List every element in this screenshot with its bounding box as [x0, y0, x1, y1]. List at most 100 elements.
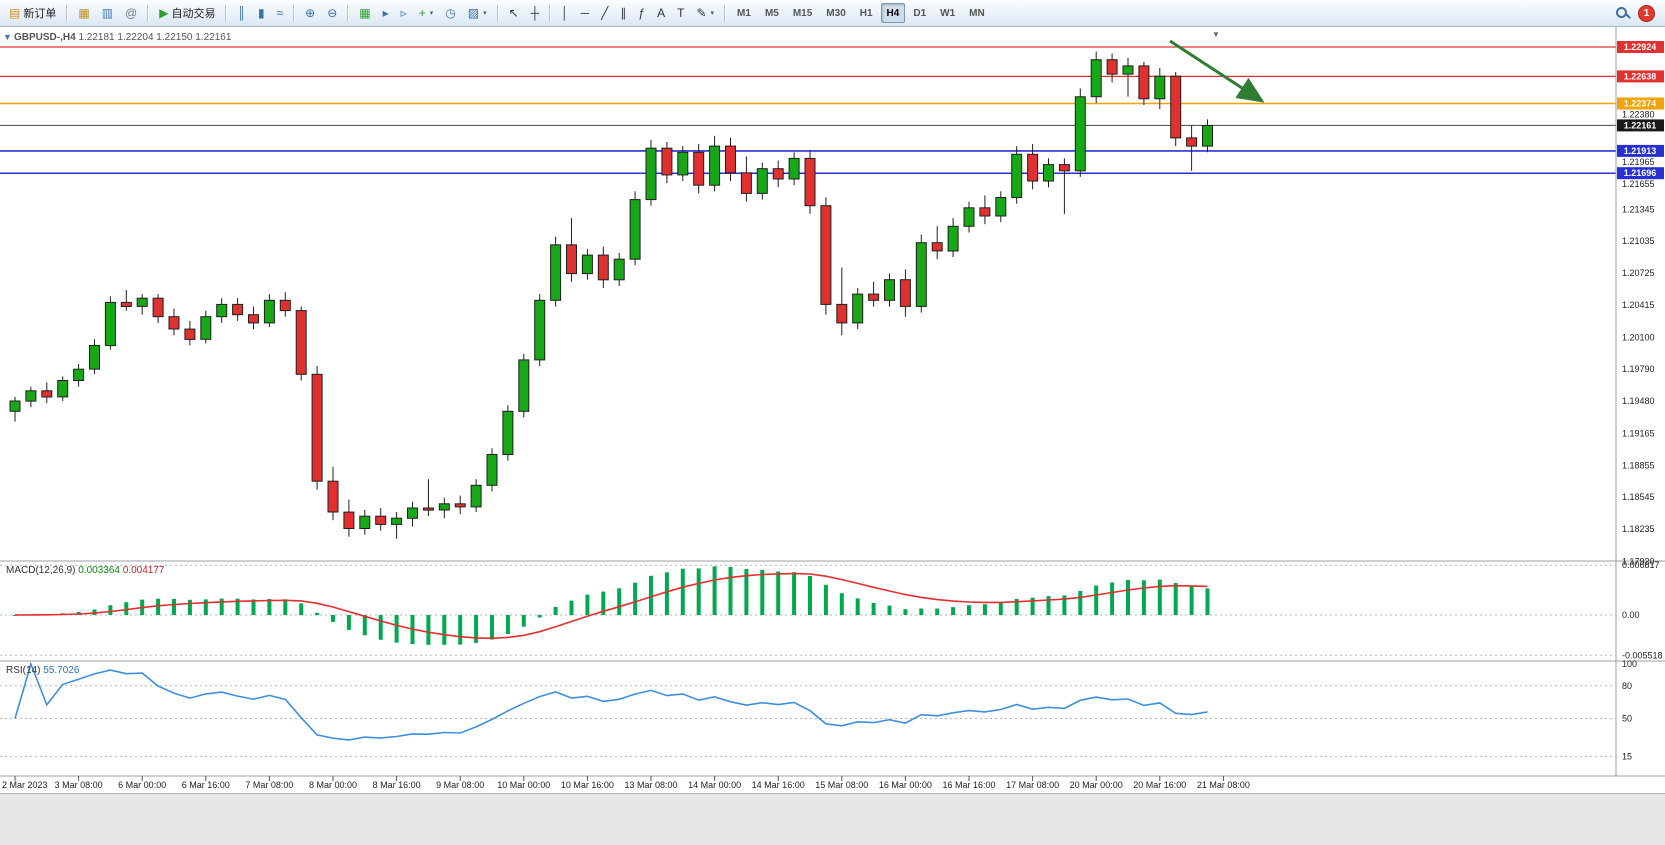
candle — [454, 503, 466, 508]
candle — [422, 507, 434, 511]
macd-signal-line — [14, 572, 1208, 640]
tf-w1[interactable]: W1 — [934, 3, 961, 23]
macd-histogram-bar — [919, 608, 924, 615]
periods-clock-icon-glyph: ◷ — [445, 6, 456, 20]
auto-scroll-icon-glyph: ▸ — [382, 6, 389, 20]
status-area — [0, 793, 1665, 845]
macd-histogram-bar — [553, 607, 558, 615]
candle — [1058, 164, 1070, 172]
chevron-down-icon: ▾ — [483, 10, 487, 17]
tf-h1[interactable]: H1 — [854, 3, 879, 23]
macd-histogram-bar — [1141, 580, 1146, 615]
market-watch-icon[interactable]: ▦ — [73, 2, 94, 24]
macd-histogram-bar — [394, 615, 399, 643]
trendline-icon[interactable]: ╱ — [596, 2, 613, 24]
price-axis-tick: 1.21655 — [1622, 179, 1655, 189]
chart-canvas[interactable]: ▼▼ GBPUSD-,H4 1.22181 1.22204 1.22150 1.2… — [0, 27, 1665, 793]
candle — [486, 454, 498, 486]
candle — [931, 242, 943, 252]
tile-windows-icon[interactable]: ▦ — [354, 2, 375, 24]
candlestick-chart-icon[interactable]: ▮ — [253, 2, 270, 24]
macd-histogram-bar — [92, 609, 97, 615]
time-axis-label: 10 Mar 16:00 — [561, 780, 614, 790]
chart-shift-marker[interactable]: ▼ — [1212, 30, 1220, 39]
arrow-symbols-icon[interactable]: ✎ ▾ — [691, 2, 719, 24]
line-chart-icon[interactable]: ≈ — [272, 2, 289, 24]
candle — [995, 197, 1007, 217]
candle — [1106, 59, 1118, 75]
zoom-out-icon[interactable]: ⊖ — [322, 2, 342, 24]
macd-histogram-bar — [839, 593, 844, 615]
candle — [263, 299, 275, 324]
metaeditor-icon[interactable]: @ — [120, 2, 142, 24]
macd-histogram-bar — [172, 598, 176, 615]
macd-histogram-bar — [1205, 588, 1210, 615]
price-axis-tick: 1.20100 — [1622, 332, 1655, 342]
text-icon[interactable]: A — [652, 2, 670, 24]
autotrading-button[interactable]: ▶ 自动交易 — [154, 2, 220, 24]
templates-icon-glyph: ▨ — [467, 6, 480, 20]
tf-m1[interactable]: M1 — [731, 3, 757, 23]
candle — [566, 244, 577, 275]
candle — [216, 303, 228, 318]
equidistant-channel-icon[interactable]: ∥ — [615, 2, 631, 24]
new-chart-icon[interactable]: + ▾ — [414, 2, 439, 24]
chart-shift-icon[interactable]: ▹ — [396, 2, 412, 24]
periods-clock-icon[interactable]: ◷ — [440, 2, 460, 24]
vertical-line-icon[interactable]: │ — [556, 2, 574, 24]
macd-histogram-bar — [887, 605, 892, 615]
horizontal-line-icon[interactable]: ─ — [576, 2, 595, 24]
macd-axis-label: 0.00 — [1622, 610, 1640, 620]
one-click-trading-arrow[interactable]: ▼ — [3, 32, 12, 42]
toolbar-separator — [549, 4, 552, 22]
chart-header: GBPUSD-,H4 1.22181 1.22204 1.22150 1.221… — [14, 32, 232, 43]
new-order-button[interactable]: ▤ 新订单 — [4, 2, 61, 24]
macd-histogram-bar — [696, 568, 701, 615]
candle — [1043, 164, 1054, 182]
candle — [279, 299, 291, 312]
tf-m30[interactable]: M30 — [820, 3, 851, 23]
candle — [581, 254, 593, 275]
price-tag-label: 1.21696 — [1624, 168, 1657, 178]
tf-h4[interactable]: H4 — [880, 3, 906, 23]
tf-d1[interactable]: D1 — [907, 3, 932, 23]
macd-histogram-bar — [680, 568, 685, 615]
chevron-down-icon: ▾ — [429, 10, 434, 17]
crosshair-icon[interactable]: ┼ — [526, 2, 545, 24]
macd-histogram-bar — [1126, 579, 1130, 615]
candle — [518, 359, 530, 412]
auto-scroll-icon[interactable]: ▸ — [378, 2, 394, 24]
candle — [613, 258, 625, 281]
text-label-icon[interactable]: T — [672, 2, 689, 24]
tf-m5[interactable]: M5 — [759, 3, 785, 23]
search-icon[interactable] — [1614, 5, 1630, 21]
cursor-icon[interactable]: ↖ — [504, 2, 524, 24]
fibonacci-icon-glyph: ƒ — [638, 6, 646, 20]
templates-icon[interactable]: ▨ ▾ — [463, 2, 492, 24]
fibonacci-icon[interactable]: ƒ — [633, 2, 650, 24]
candle — [295, 310, 307, 375]
macd-histogram-bar — [998, 602, 1003, 615]
macd-histogram-bar — [871, 603, 876, 615]
macd-histogram-bar — [362, 615, 367, 636]
candle — [836, 303, 848, 324]
candle — [168, 316, 180, 330]
rsi-line — [14, 661, 1208, 741]
alerts-badge[interactable]: 1 — [1638, 4, 1655, 22]
tf-w1-label: W1 — [940, 7, 956, 19]
trend-arrow-annotation[interactable] — [1169, 39, 1265, 103]
tf-m15[interactable]: M15 — [787, 3, 818, 23]
candle — [327, 480, 339, 513]
bar-chart-icon-glyph: ║ — [237, 6, 246, 20]
price-axis-tick: 1.19790 — [1622, 364, 1655, 374]
tf-mn[interactable]: MN — [963, 3, 991, 23]
zoom-in-icon[interactable]: ⊕ — [300, 2, 320, 24]
candle — [73, 368, 85, 382]
candle — [25, 390, 37, 402]
data-window-icon[interactable]: ▥ — [97, 2, 118, 24]
candlestick-chart-icon-glyph: ▮ — [257, 6, 265, 20]
bar-chart-icon[interactable]: ║ — [232, 2, 251, 24]
macd-histogram-bar — [426, 615, 431, 645]
candle — [629, 199, 641, 260]
